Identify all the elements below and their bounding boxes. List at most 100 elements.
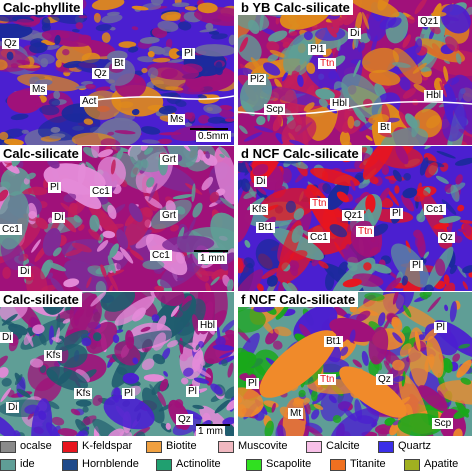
mineral-grain: [422, 292, 432, 298]
mineral-grain: [141, 139, 160, 144]
panel-f-title: f NCF Calc-silicate: [238, 292, 359, 307]
mineral-label: Kfs: [74, 388, 93, 399]
panel-f-ncf-calc-silicate: f NCF Calc-silicate Bt1 Pl Pl Ttn Qz Mt …: [238, 292, 472, 437]
mineral-label: Pl1: [308, 44, 327, 55]
mineral-label: Ms: [30, 84, 48, 95]
mineral-grain: [75, 369, 90, 383]
mineral-grain: [23, 177, 30, 185]
mineral-grain: [363, 262, 372, 271]
mineral-grain: [339, 130, 351, 145]
legend-item: K-feldspar: [62, 440, 132, 453]
legend-label: Muscovite: [238, 440, 288, 452]
panel-a-title: Calc-phyllite: [0, 0, 84, 15]
mineral-label: Hbl: [330, 98, 350, 109]
mineral-label: Ttn: [356, 226, 375, 237]
legend-swatch: [146, 440, 162, 453]
mineral-grain: [207, 116, 226, 124]
mineral-label: Qz: [2, 38, 19, 49]
mineral-grain: [62, 48, 70, 56]
mineral-grain: [199, 28, 218, 33]
mineral-grain: [453, 408, 470, 420]
mineral-grain: [445, 36, 460, 52]
mineral-grain: [272, 228, 324, 261]
mineral-grain: [89, 214, 100, 233]
mineral-label: Pl: [434, 322, 447, 333]
mineral-grain: [318, 98, 328, 108]
mineral-grain: [452, 353, 461, 362]
mineral-grain: [128, 123, 139, 128]
mineral-map-b: [238, 0, 472, 145]
legend-label: Hornblende: [82, 458, 139, 470]
mineral-grain: [6, 51, 14, 61]
mineral-grain: [405, 113, 418, 129]
mineral-grain: [128, 203, 143, 223]
mineral-grain: [436, 150, 456, 159]
mineral-grain: [124, 207, 152, 246]
mineral-grain: [107, 428, 125, 437]
mineral-grain: [274, 326, 292, 337]
mineral-grain: [455, 174, 463, 185]
mineral-label: Cc1: [150, 250, 172, 261]
mineral-grain: [27, 186, 48, 196]
mineral-grain: [193, 366, 212, 378]
mineral-grain: [344, 168, 363, 173]
mineral-grain: [92, 332, 102, 342]
mineral-grain: [240, 178, 251, 192]
mineral-grain: [395, 146, 409, 165]
mineral-label: Kfs: [250, 204, 269, 215]
mineral-grain: [222, 417, 234, 426]
mineral-grain: [92, 394, 103, 406]
mineral-grain: [29, 358, 44, 368]
mineral-grain: [247, 19, 260, 34]
mineral-grain: [238, 387, 264, 418]
mineral-grain: [6, 90, 42, 114]
mineral-label: Cc1: [0, 224, 22, 235]
mineral-grain: [245, 162, 251, 174]
mineral-grain: [292, 397, 311, 407]
mineral-grain: [90, 292, 107, 307]
mineral-grain: [212, 344, 234, 351]
legend-item: Muscovite: [218, 440, 288, 453]
mineral-label: Act: [80, 96, 99, 107]
mineral-grain: [238, 257, 244, 274]
mineral-grain: [463, 221, 472, 237]
mineral-grain: [107, 204, 117, 220]
mineral-grain: [157, 391, 167, 407]
mineral-grain: [181, 377, 189, 385]
mineral-grain: [356, 310, 371, 322]
mineral-grain: [109, 243, 119, 258]
mineral-grain: [41, 29, 93, 47]
mineral-grain: [364, 292, 385, 301]
mineral-grain: [243, 191, 257, 199]
mineral-label: Pl: [48, 182, 61, 193]
mineral-grain: [160, 11, 181, 21]
mineral-grain: [101, 14, 123, 24]
mineral-grain: [184, 122, 193, 127]
mineral-label: Ms: [168, 114, 186, 125]
mineral-grain: [238, 125, 248, 134]
mineral-grain: [455, 53, 462, 65]
mineral-label: Ttn: [318, 374, 337, 385]
mineral-grain: [254, 188, 270, 202]
mineral-grain: [352, 359, 363, 368]
mineral-grain: [63, 278, 80, 288]
mineral-grain: [401, 194, 415, 212]
mineral-grain: [49, 133, 66, 139]
mineral-grain: [306, 62, 316, 74]
mineral-grain: [224, 386, 234, 399]
mineral-grain: [140, 326, 151, 333]
mineral-grain: [431, 11, 447, 17]
mineral-grain: [183, 367, 194, 377]
panel-letter: f: [241, 292, 246, 307]
mineral-grain: [128, 46, 139, 53]
legend-swatch: [306, 440, 322, 453]
legend-item: Actinolite: [156, 458, 221, 471]
mineral-grain: [88, 228, 102, 241]
mineral-grain: [38, 332, 47, 346]
mineral-grain: [52, 247, 62, 257]
legend-swatch: [62, 440, 78, 453]
mineral-grain: [378, 187, 390, 202]
mineral-label: Cc1: [424, 204, 446, 215]
mineral-grain: [414, 38, 423, 54]
legend-item: Titanite: [330, 458, 386, 471]
